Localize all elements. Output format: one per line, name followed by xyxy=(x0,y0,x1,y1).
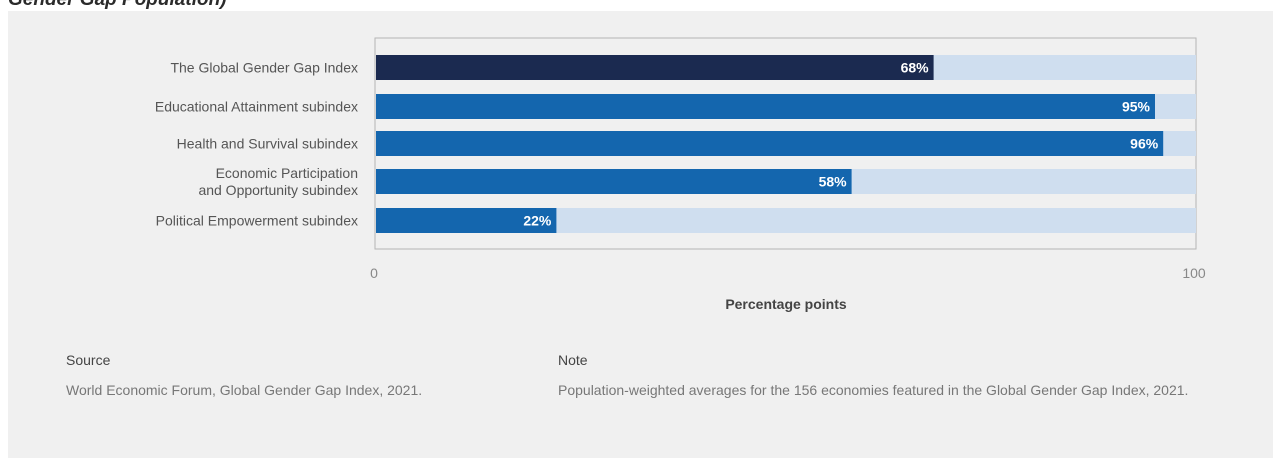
x-tick-label: 100 xyxy=(1182,265,1206,281)
bar-value-label: 95% xyxy=(1122,99,1151,115)
chart-panel: 68% The Global Gender Gap Index 95% Educati… xyxy=(8,11,1273,458)
bar xyxy=(376,169,852,194)
category-label: Economic Participation xyxy=(216,165,358,181)
figure-title: Gender Gap Population) xyxy=(8,0,227,9)
x-tick-label: 0 xyxy=(370,265,378,281)
category-label: The Global Gender Gap Index xyxy=(170,60,358,76)
bar-value-label: 96% xyxy=(1130,136,1159,152)
category-label: Health and Survival subindex xyxy=(177,136,358,152)
bar xyxy=(376,94,1155,119)
bar-value-label: 58% xyxy=(819,174,848,190)
note-text: Population-weighted averages for the 156… xyxy=(558,382,1189,398)
bar-value-label: 22% xyxy=(523,213,552,229)
x-axis-title: Percentage points xyxy=(725,296,847,312)
source-text: World Economic Forum, Global Gender Gap … xyxy=(66,382,423,398)
category-label: Political Empowerment subindex xyxy=(156,213,358,229)
bar xyxy=(376,131,1164,156)
source-heading: Source xyxy=(66,352,111,368)
bar-value-label: 68% xyxy=(901,60,930,76)
bar xyxy=(376,55,934,80)
bar xyxy=(376,208,557,233)
category-label: and Opportunity subindex xyxy=(198,182,358,198)
note-heading: Note xyxy=(558,352,588,368)
category-label: Educational Attainment subindex xyxy=(155,99,358,115)
bar-chart: 68% The Global Gender Gap Index 95% Educati… xyxy=(155,37,1206,312)
